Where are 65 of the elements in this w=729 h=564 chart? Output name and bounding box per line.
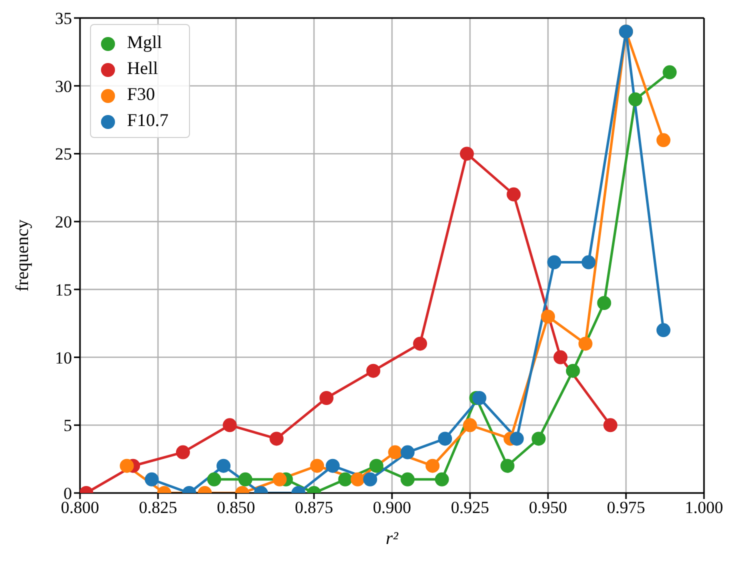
point [413,336,428,351]
point [656,133,670,148]
point [500,458,514,473]
point [366,364,380,378]
legend-label: F10.7 [127,110,169,130]
point [662,65,677,80]
point [532,432,546,446]
point [434,472,449,486]
y-tick-label: 35 [55,9,72,28]
y-tick-label: 25 [55,144,72,164]
y-tick-label: 10 [55,348,72,368]
legend-label: Hell [127,58,158,78]
y-axis-title: frequency [12,220,32,292]
point [272,472,287,486]
point [553,350,568,364]
point [144,472,159,486]
point [541,310,555,324]
y-tick-label: 5 [64,416,72,436]
point [326,458,340,473]
point [400,445,415,460]
x-tick-label: 0.975 [606,498,646,518]
y-tick-label: 20 [55,212,72,232]
x-tick-label: 0.925 [450,498,490,518]
point [363,472,378,486]
legend-label: F30 [127,84,156,104]
point [350,472,365,486]
x-axis-title: r² [386,528,399,548]
point [388,445,402,460]
point [547,255,562,270]
point [270,432,284,446]
point [120,458,134,473]
point [463,418,477,432]
point [369,458,384,473]
point [628,92,642,106]
point [656,323,670,338]
y-tick-label: 30 [55,76,72,96]
point [506,187,521,202]
x-tick-label: 1.000 [684,498,724,518]
point [460,146,474,161]
x-tick-label: 0.850 [216,498,256,518]
x-tick-label: 0.800 [60,498,100,518]
point [566,364,580,378]
point [582,255,596,270]
x-tick-label: 0.875 [294,498,334,518]
point [578,336,592,351]
point [222,418,237,432]
x-tick-label: 0.950 [528,498,568,518]
point [426,458,440,473]
point [597,296,612,310]
point [176,445,190,460]
point [510,432,524,446]
point [472,391,486,405]
legend-label: Mgll [127,32,162,52]
point [238,472,252,486]
point [338,472,352,486]
point [438,432,452,446]
x-tick-label: 0.900 [372,498,412,518]
point [310,458,324,473]
point [216,458,231,473]
y-tick-label: 15 [55,280,72,300]
point [319,391,334,405]
point [400,472,415,486]
point [603,418,618,432]
x-tick-label: 0.825 [138,498,178,518]
point [207,472,222,486]
